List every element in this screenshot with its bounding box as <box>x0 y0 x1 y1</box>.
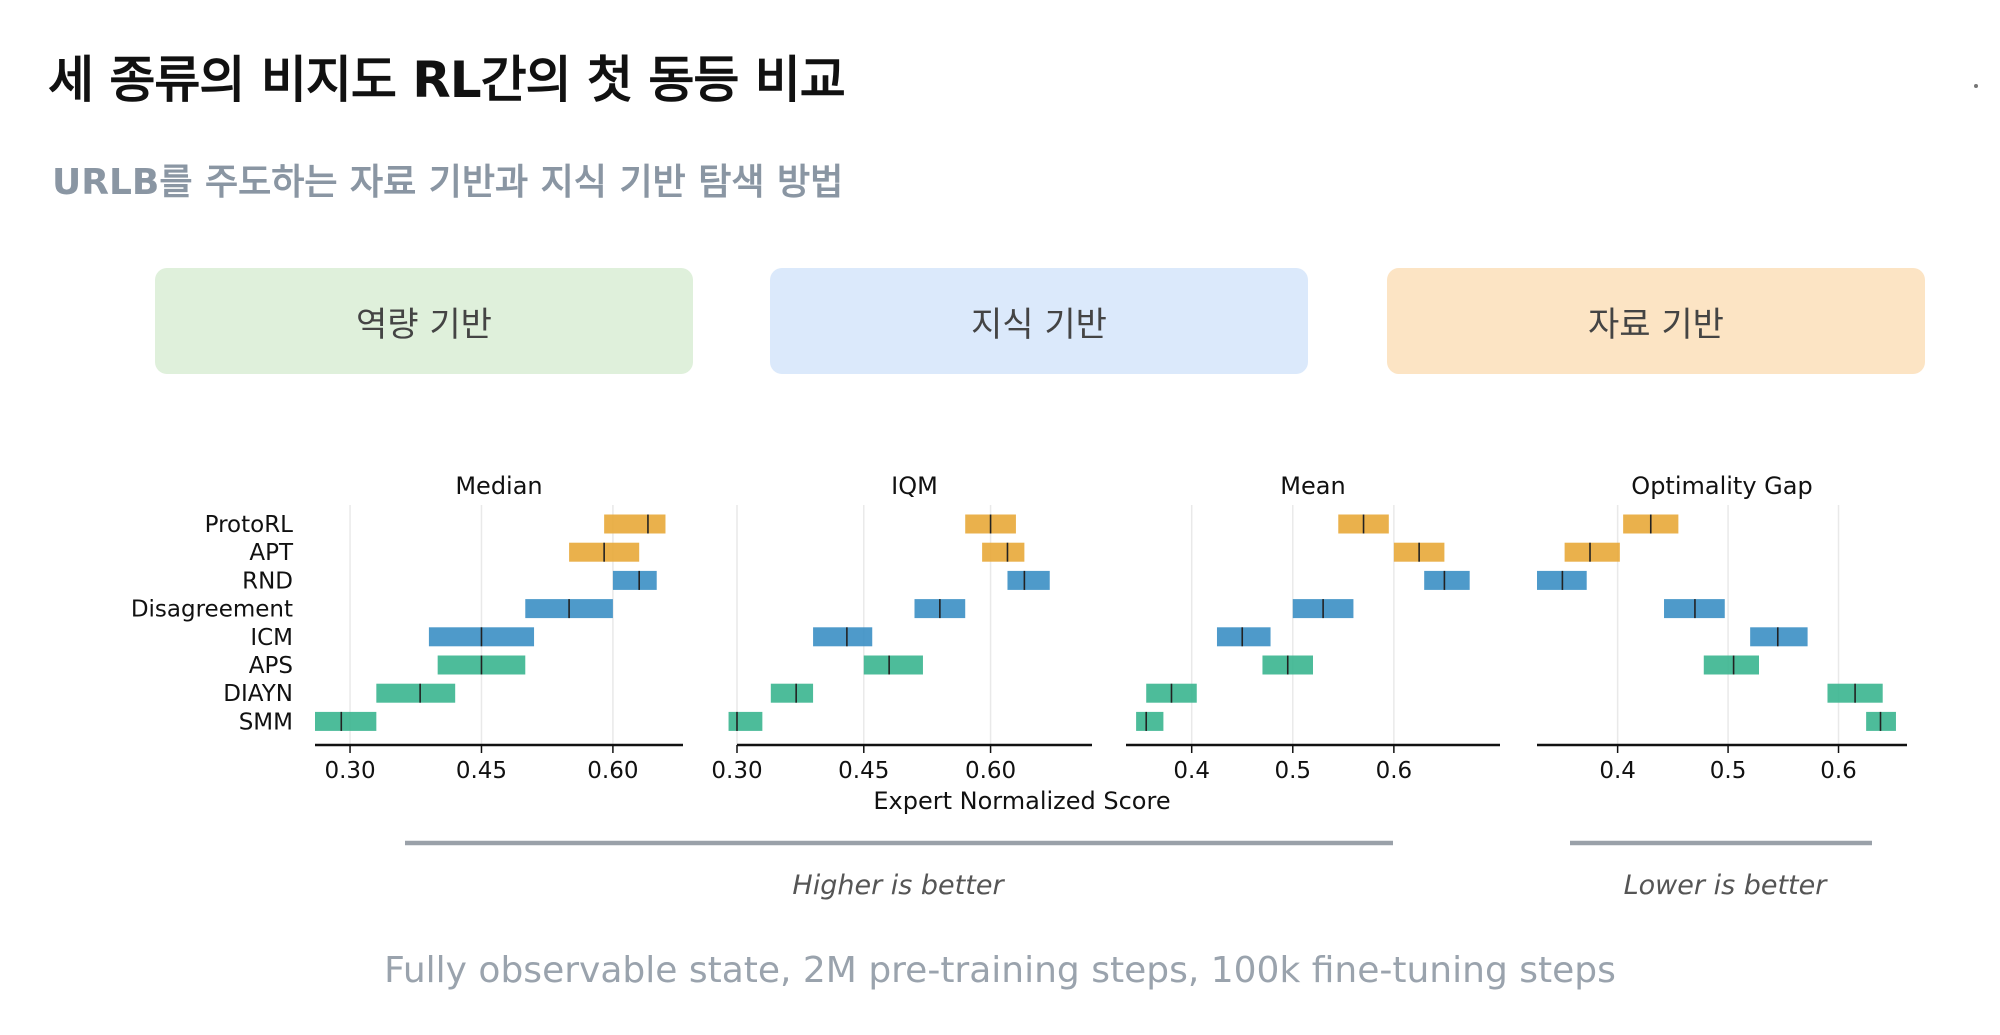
tick-label-iqm-2: 0.60 <box>965 758 1016 784</box>
lower-better-label: Lower is better <box>1624 870 1829 901</box>
interval-bar-median-rnd <box>612 570 657 590</box>
tick-label-optimality-gap-1: 0.5 <box>1710 758 1747 784</box>
interval-bar-iqm-smm <box>728 711 763 731</box>
tick-label-median-0: 0.30 <box>324 758 375 784</box>
slide-caption: Fully observable state, 2M pre-training … <box>384 950 1616 991</box>
edge-marker <box>1974 84 1978 88</box>
x-axis-label: Expert Normalized Score <box>873 787 1170 815</box>
tick-label-iqm-0: 0.30 <box>711 758 762 784</box>
tick-label-median-2: 0.60 <box>587 758 638 784</box>
interval-bar-optimality-gap-apt <box>1564 542 1620 562</box>
method-label-smm: SMM <box>239 709 293 735</box>
category-label-knowledge: 지식 기반 <box>971 304 1107 345</box>
interval-bar-iqm-rnd <box>1007 570 1050 590</box>
tick-label-optimality-gap-0: 0.4 <box>1599 758 1636 784</box>
interval-bar-mean-smm <box>1136 711 1164 731</box>
tick-label-mean-1: 0.5 <box>1274 758 1311 784</box>
interval-bar-iqm-apt <box>982 542 1025 562</box>
panel-title-iqm: IQM <box>891 472 938 500</box>
panel-title-median: Median <box>455 472 542 500</box>
category-box-knowledge: 지식 기반 <box>770 268 1308 374</box>
panel-title-mean: Mean <box>1280 472 1345 500</box>
interval-bar-median-protorl <box>604 514 666 534</box>
slide-title: 세 종류의 비지도 RL간의 첫 동등 비교 <box>48 51 846 109</box>
interval-bar-median-smm <box>315 711 377 731</box>
method-label-icm: ICM <box>250 625 293 651</box>
slide-subtitle: URLB를 주도하는 자료 기반과 지식 기반 탐색 방법 <box>52 162 844 203</box>
method-label-protorl: ProtoRL <box>205 512 294 538</box>
tick-label-median-1: 0.45 <box>456 758 507 784</box>
tick-label-mean-0: 0.4 <box>1173 758 1210 784</box>
category-box-data: 자료 기반 <box>1387 268 1925 374</box>
interval-bar-optimality-gap-icm <box>1750 627 1808 647</box>
interval-bar-mean-icm <box>1216 627 1271 647</box>
tick-label-mean-2: 0.6 <box>1376 758 1413 784</box>
interval-bar-median-diayn <box>376 683 456 703</box>
method-label-diayn: DIAYN <box>223 681 293 707</box>
interval-bar-iqm-diayn <box>770 683 814 703</box>
interval-bar-mean-rnd <box>1424 570 1470 590</box>
panel-title-optimality-gap: Optimality Gap <box>1631 472 1812 500</box>
method-label-aps: APS <box>249 653 293 679</box>
method-label-apt: APT <box>249 540 294 566</box>
category-label-data: 자료 기반 <box>1588 304 1724 345</box>
category-box-competence: 역량 기반 <box>155 268 693 374</box>
higher-better-label: Higher is better <box>792 870 1005 901</box>
interval-bar-iqm-aps <box>863 655 923 675</box>
method-label-disagreement: Disagreement <box>131 597 293 623</box>
method-label-rnd: RND <box>242 568 293 594</box>
tick-label-iqm-1: 0.45 <box>838 758 889 784</box>
tick-label-optimality-gap-2: 0.6 <box>1820 758 1857 784</box>
category-label-competence: 역량 기반 <box>356 304 492 345</box>
interval-bar-iqm-icm <box>813 627 873 647</box>
interval-bar-optimality-gap-aps <box>1703 655 1759 675</box>
